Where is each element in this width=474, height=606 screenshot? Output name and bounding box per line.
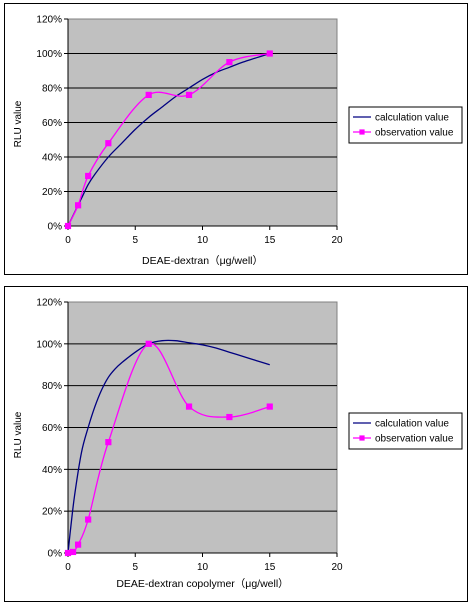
data-point-marker	[64, 549, 72, 557]
legend-label: calculation value	[375, 419, 449, 430]
data-point-marker	[226, 413, 233, 421]
y-tick-label: 0%	[48, 549, 63, 560]
data-point-marker	[64, 222, 72, 230]
chart-1: 0% 20% 40% 60% 80% 100% 120% 0 5 10 15 20 DEAE-dextr…	[13, 15, 463, 267]
data-point-marker	[185, 403, 193, 410]
x-tick-label: 5	[132, 562, 138, 573]
data-point-marker	[226, 59, 233, 66]
y-tick-label: 60%	[42, 423, 62, 434]
chart-2: 0% 20% 40% 60% 80% 100% 120% 0 5 10 15 20 DEAE-dextr…	[13, 298, 463, 590]
x-tick-label: 20	[331, 235, 343, 246]
series-line-calculation	[67, 52, 270, 227]
y-tick-label: 40%	[42, 153, 62, 164]
data-point-marker	[185, 91, 193, 99]
x-tick-label: 15	[264, 235, 276, 246]
y-tick-label: 80%	[42, 84, 62, 95]
x-tick-label: 0	[65, 562, 71, 573]
y-tick-label: 120%	[36, 15, 62, 26]
chart-panel-1: 0% 20% 40% 60% 80% 100% 120% 0 5 10 15 20 DEAE-dextr…	[4, 3, 468, 275]
x-tick-label: 5	[132, 235, 138, 246]
data-point-marker	[266, 403, 273, 410]
legend-label: calculation value	[375, 113, 449, 124]
data-point-marker	[85, 516, 92, 523]
y-axis-title: RLU value	[13, 100, 24, 147]
y-tick-label: 20%	[42, 507, 62, 518]
y-tick-label: 100%	[36, 49, 62, 60]
y-tick-label: 20%	[42, 187, 62, 198]
data-point-marker	[105, 140, 112, 147]
x-tick-label: 10	[197, 235, 209, 246]
data-point-marker	[145, 91, 152, 99]
y-tick-label: 60%	[42, 118, 62, 129]
legend-marker	[359, 435, 365, 441]
legend-box	[348, 106, 463, 144]
legend-box	[348, 412, 463, 450]
x-tick-label: 15	[264, 562, 276, 573]
legend-label: observation value	[375, 434, 454, 445]
data-point-marker	[74, 541, 82, 548]
x-axis-title: DEAE-dextran（μg/well）	[142, 255, 263, 267]
data-point-marker	[266, 50, 273, 57]
y-tick-label: 80%	[42, 381, 62, 392]
x-axis-title: DEAE-dextran copolymer（μg/well）	[116, 578, 288, 590]
data-point-marker	[85, 172, 92, 180]
y-tick-label: 120%	[36, 298, 62, 309]
legend-label: observation value	[375, 128, 454, 139]
x-tick-label: 0	[65, 235, 71, 246]
data-point-marker	[69, 548, 77, 556]
legend-marker	[359, 129, 365, 135]
y-tick-label: 40%	[42, 465, 62, 476]
data-point-marker	[105, 439, 112, 446]
data-point-marker	[74, 202, 82, 209]
y-tick-label: 0%	[48, 222, 63, 233]
x-tick-label: 10	[197, 562, 209, 573]
y-tick-label: 100%	[36, 339, 62, 350]
chart-panel-2: 0% 20% 40% 60% 80% 100% 120% 0 5 10 15 20 DEAE-dextr…	[4, 286, 468, 602]
data-point-marker	[145, 340, 152, 347]
x-tick-label: 20	[331, 562, 343, 573]
series-line-calculation	[67, 339, 270, 554]
y-axis-title: RLU value	[13, 411, 24, 458]
